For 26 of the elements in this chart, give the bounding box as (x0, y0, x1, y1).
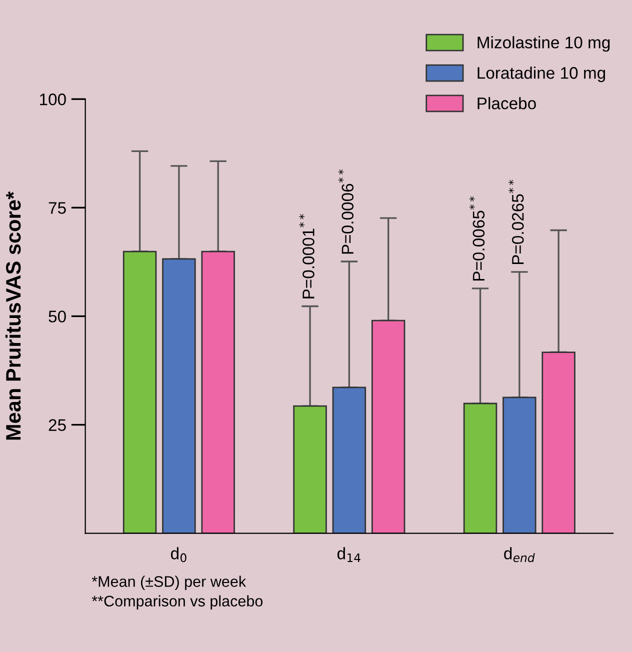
bar (201, 250, 235, 534)
y-tick-label: 75 (48, 202, 66, 214)
bar (542, 352, 576, 534)
y-axis-title: Mean PruritusVAS score* (5, 191, 21, 440)
bar (293, 405, 327, 534)
bar (332, 386, 366, 534)
y-tick-label: 25 (48, 419, 66, 431)
annotation: P=0.0265$^{**}$ (508, 180, 524, 264)
text: *Mean (±SD) per week (92, 576, 246, 590)
legend-label: Loratadine 10 mg (478, 66, 606, 82)
x-tick-label: d$_{end}$ (504, 547, 535, 562)
bar (502, 396, 536, 534)
bar (122, 250, 157, 534)
text: **Comparison vs placebo (92, 595, 263, 610)
legend-label: Mizolastine 10 mg (478, 36, 610, 52)
annotation: P=0.0001$^{**}$ (299, 214, 314, 298)
x-tick-label: d$_{0}$ (170, 547, 186, 562)
y-tick-label: 50 (48, 310, 66, 322)
x-tick-label: d$_{14}$ (337, 547, 360, 562)
legend-label: Placebo (478, 97, 536, 110)
annotation: P=0.0006$^{**}$ (338, 169, 354, 254)
annotation: P=0.0065$^{**}$ (469, 196, 485, 281)
y-tick-label: 100 (40, 94, 66, 106)
bar (463, 402, 498, 534)
bar (162, 258, 196, 534)
bar (371, 320, 406, 534)
